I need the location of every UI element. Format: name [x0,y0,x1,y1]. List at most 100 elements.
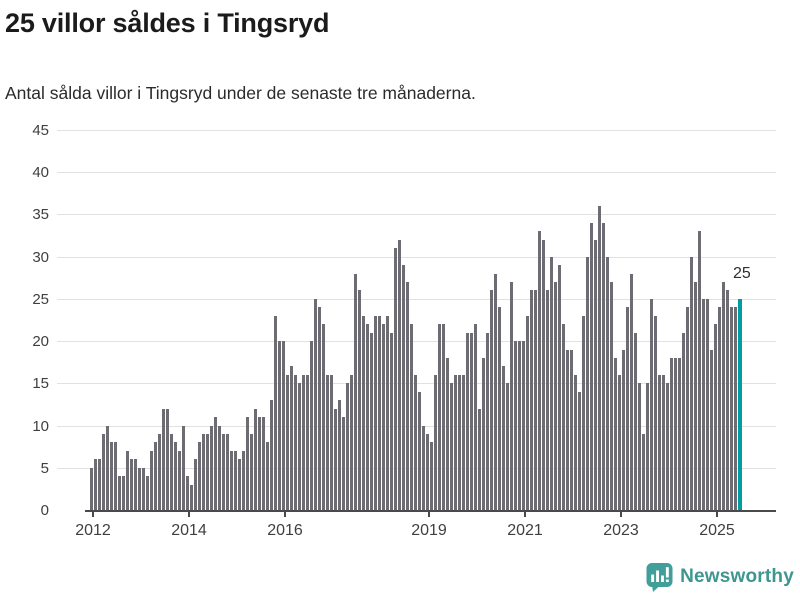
bar [378,315,381,510]
bar [210,425,213,510]
x-tick-label-2025: 2025 [699,522,735,539]
bar [722,282,725,510]
bar [146,476,149,510]
bar [134,459,137,510]
bar [694,282,697,510]
bar [194,459,197,510]
last-bar-value-annotation: 25 [733,265,751,282]
bar [566,349,569,510]
bar [574,374,577,510]
bar [246,417,249,510]
bar [242,450,245,510]
bar [582,315,585,510]
x-tick-mark-2021 [524,512,526,517]
bar [510,282,513,510]
bar [206,434,209,510]
bar [714,324,717,510]
page-title: 25 villor såldes i Tingsryd [5,8,330,38]
bar [526,315,529,510]
bar [678,358,681,510]
bar [398,239,401,510]
x-axis-line [85,510,776,512]
bar [330,374,333,510]
bar [270,400,273,510]
bar [258,417,261,510]
bar [550,256,553,510]
bar [578,391,581,510]
bar [498,307,501,510]
bar [726,290,729,510]
bar [382,324,385,510]
bar [610,282,613,510]
bar [626,307,629,510]
bar [234,450,237,510]
bar [482,358,485,510]
bar [438,324,441,510]
bar [650,298,653,510]
bar [618,374,621,510]
bar [674,358,677,510]
bar [494,273,497,510]
bar [570,349,573,510]
y-tick-label: 30 [32,248,49,266]
bar [646,383,649,510]
gridline-y-20 [57,341,776,343]
bar [458,374,461,510]
y-tick-label: 15 [32,375,49,393]
bar [410,324,413,510]
bar [642,434,645,510]
bar [162,408,165,510]
bar [598,206,601,510]
x-tick-label-2016: 2016 [267,522,303,539]
bar [630,273,633,510]
y-tick-label: 40 [32,164,49,182]
bar [154,442,157,510]
bar [530,290,533,510]
bar [150,450,153,510]
bar [706,298,709,510]
bar [586,256,589,510]
bar [638,383,641,510]
gridline-y-25 [57,298,776,300]
bar [298,383,301,510]
bar [454,374,457,510]
bar [178,450,181,510]
bar [538,231,541,510]
y-tick-label: 10 [32,417,49,435]
bar [502,366,505,510]
bar [562,324,565,510]
y-tick-label: 20 [32,333,49,351]
bar [666,383,669,510]
bar [230,450,233,510]
bar [394,248,397,510]
x-tick-label-2021: 2021 [507,522,543,539]
gridline-y-30 [57,256,776,258]
bar [218,425,221,510]
gridline-y-35 [57,214,776,216]
bar [138,467,141,510]
bar [682,332,685,510]
x-tick-label-2023: 2023 [603,522,639,539]
bar [214,417,217,510]
bar [174,442,177,510]
bar [334,408,337,510]
bar [122,476,125,510]
bar [462,374,465,510]
x-tick-mark-2023 [620,512,622,517]
bar [350,374,353,510]
bar [282,341,285,510]
bar [734,307,737,510]
bar [126,450,129,510]
bar [94,459,97,510]
y-tick-label: 25 [32,290,49,308]
bar [346,383,349,510]
bar [366,324,369,510]
bar [338,400,341,510]
bar [354,273,357,510]
bar [190,484,193,510]
bar [670,358,673,510]
bar [622,349,625,510]
bar [606,256,609,510]
bar [358,290,361,510]
bar [450,383,453,510]
